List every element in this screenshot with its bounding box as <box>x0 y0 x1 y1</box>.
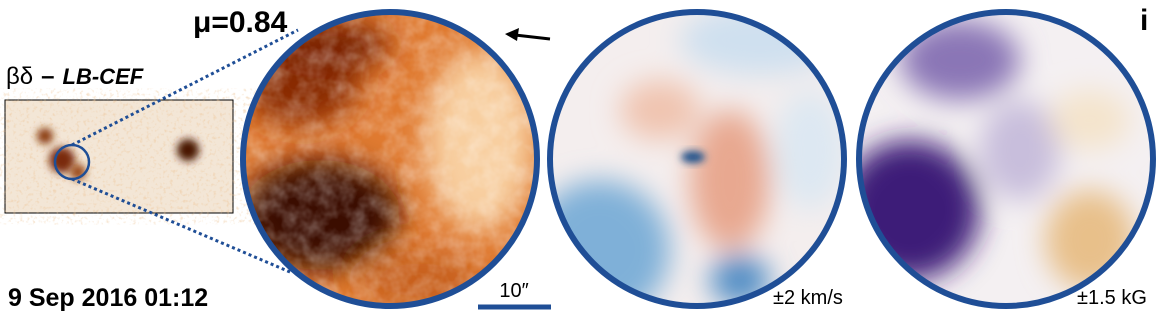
intensity-map <box>243 12 537 306</box>
mu-label: μ=0.84 <box>193 6 288 39</box>
zoom-line <box>71 28 299 147</box>
map-border <box>240 9 540 309</box>
direction-arrow-head <box>505 28 519 41</box>
date-label: 9 Sep 2016 01:12 <box>8 284 208 312</box>
velocity-range: ±2 km/s <box>773 287 843 309</box>
map-border <box>547 9 847 309</box>
class-symbol: βδ <box>6 63 33 90</box>
velocity-map <box>550 12 844 306</box>
panel-label: i <box>1140 4 1148 37</box>
direction-arrow <box>514 33 551 41</box>
map-border <box>856 9 1156 309</box>
field-range: ±1.5 kG <box>1077 287 1147 309</box>
classification: βδ – LB-CEF <box>6 63 144 90</box>
scale-label: 10″ <box>499 280 528 302</box>
context-thumbnail <box>4 99 234 214</box>
class-separator: – <box>41 63 54 90</box>
class-name: LB-CEF <box>63 64 144 89</box>
